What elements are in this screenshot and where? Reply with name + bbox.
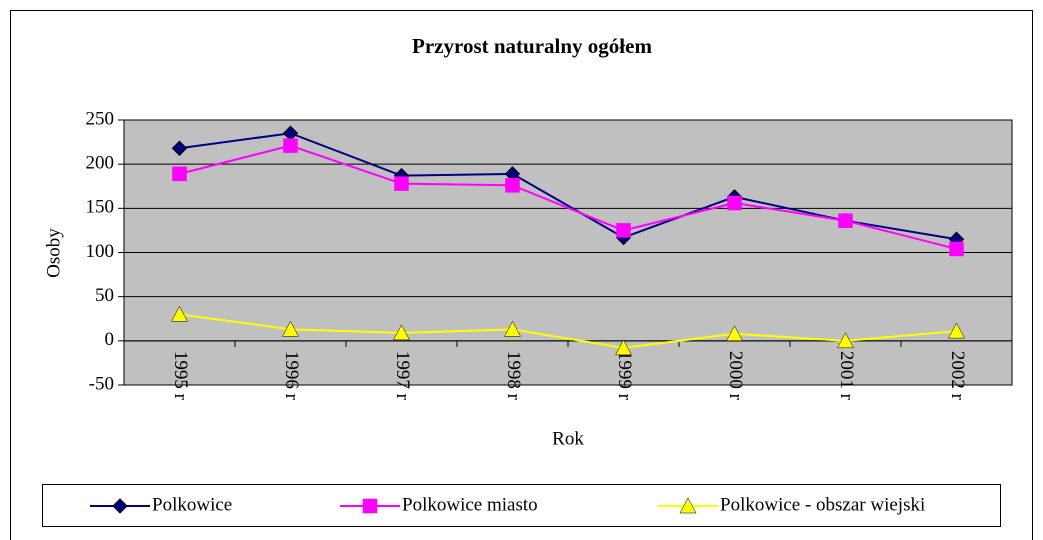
data-point	[172, 166, 187, 182]
legend-entries: Polkowice Polkowice miasto Polkowice - obs…	[90, 494, 925, 515]
plot-area: -50 0 50 100 150 200 250 1995 r 1996 r 1997 r 1998…	[86, 108, 1013, 401]
y-tick-label: 0	[105, 329, 115, 350]
data-point	[393, 324, 410, 341]
data-point	[283, 138, 298, 153]
data-point	[616, 223, 631, 238]
x-tick-label: 1999 r	[614, 351, 635, 401]
y-tick-label: 150	[86, 197, 115, 218]
y-tick-label: 50	[95, 285, 114, 306]
legend-label: Polkowice miasto	[402, 494, 538, 515]
x-tick-label: 2002 r	[947, 351, 968, 401]
data-point	[838, 213, 853, 228]
data-point	[505, 178, 520, 193]
chart-title: Przyrost naturalny ogółem	[412, 34, 652, 58]
data-point	[171, 305, 188, 322]
x-tick-label: 1995 r	[170, 351, 191, 401]
y-tick-label: -50	[89, 373, 114, 394]
legend-marker	[362, 498, 378, 514]
legend	[42, 484, 1001, 527]
x-tick-label: 1997 r	[392, 351, 413, 401]
x-axis-label: Rok	[552, 428, 584, 449]
x-tick-label: 2001 r	[836, 351, 857, 401]
data-point	[837, 332, 854, 349]
series-line	[179, 132, 957, 241]
series-line	[179, 313, 957, 349]
y-tick-label: 200	[86, 153, 115, 174]
x-tick-label: 1998 r	[503, 351, 524, 401]
y-tick-label: 100	[86, 241, 115, 262]
data-point	[727, 195, 742, 211]
data-point	[394, 176, 409, 191]
y-tick-label: 250	[86, 108, 115, 129]
data-point	[171, 140, 188, 156]
x-tick-label: 1996 r	[281, 351, 302, 401]
data-point	[282, 320, 299, 337]
data-point	[948, 322, 965, 339]
data-point	[726, 325, 743, 342]
data-point	[615, 339, 632, 356]
legend-label: Polkowice - obszar wiejski	[720, 494, 925, 515]
legend-marker	[679, 497, 697, 514]
legend-marker	[112, 498, 128, 514]
data-point	[504, 320, 521, 337]
x-tick-label: 2000 r	[725, 351, 746, 401]
legend-label: Polkowice	[152, 494, 232, 515]
y-axis-label: Osoby	[43, 228, 64, 278]
data-point	[949, 241, 964, 257]
series-line	[179, 144, 957, 250]
